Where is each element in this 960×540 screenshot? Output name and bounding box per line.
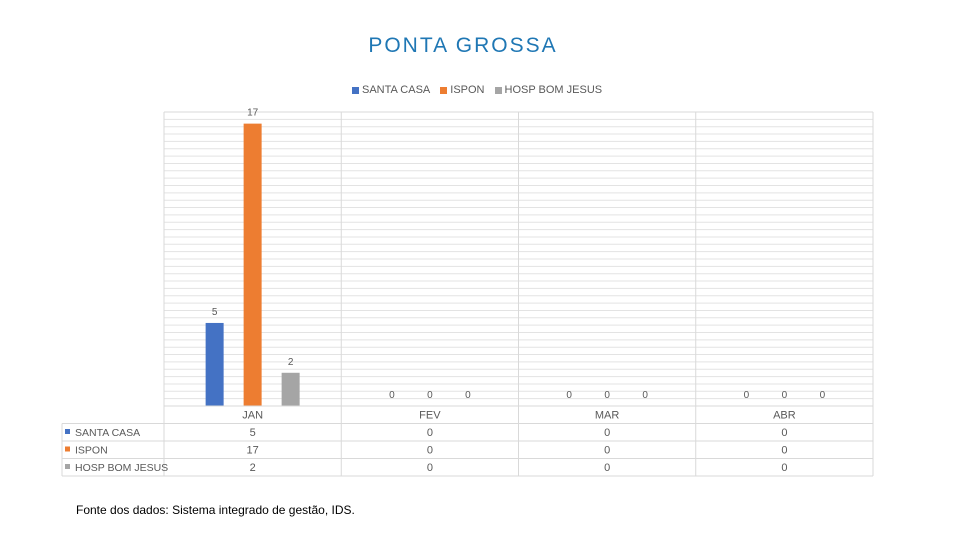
category-label: ABR bbox=[773, 410, 796, 422]
data-label: 17 bbox=[247, 108, 259, 119]
table-value: 0 bbox=[781, 427, 787, 439]
table-series-label: SANTA CASA bbox=[75, 427, 140, 439]
table-value: 17 bbox=[247, 445, 259, 457]
legend-swatch bbox=[494, 86, 502, 94]
legend-label: SANTA CASA bbox=[362, 84, 431, 96]
data-label: 5 bbox=[212, 307, 218, 318]
legend-item-2: HOSP BOM JESUS bbox=[494, 84, 603, 96]
data-label: 0 bbox=[465, 390, 471, 401]
table-value: 0 bbox=[427, 427, 433, 439]
table-value: 0 bbox=[781, 445, 787, 457]
table-series-label: ISPON bbox=[75, 445, 108, 457]
table-value: 0 bbox=[604, 445, 610, 457]
data-label: 0 bbox=[604, 390, 610, 401]
data-label: 2 bbox=[288, 357, 294, 368]
data-label: 0 bbox=[782, 390, 788, 401]
legend-label: HOSP BOM JESUS bbox=[504, 84, 603, 96]
legend-label: ISPON bbox=[450, 84, 485, 96]
source-note: Fonte dos dados: Sistema integrado de ge… bbox=[76, 503, 355, 517]
table-value: 0 bbox=[427, 445, 433, 457]
data-label: 0 bbox=[389, 390, 395, 401]
table-value: 0 bbox=[604, 427, 610, 439]
chart-title: PONTA GROSSA bbox=[368, 34, 558, 57]
data-label: 0 bbox=[744, 390, 750, 401]
table-value: 2 bbox=[250, 462, 256, 474]
table-series-label: HOSP BOM JESUS bbox=[75, 462, 168, 474]
table-value: 0 bbox=[604, 462, 610, 474]
table-legend-key bbox=[65, 464, 70, 469]
data-label: 0 bbox=[566, 390, 572, 401]
table-value: 5 bbox=[250, 427, 256, 439]
table-legend-key bbox=[65, 429, 70, 434]
data-label: 0 bbox=[820, 390, 826, 401]
legend-item-1: ISPON bbox=[440, 84, 485, 96]
category-label: FEV bbox=[419, 410, 441, 422]
table-legend-key bbox=[65, 446, 70, 452]
bar bbox=[205, 322, 224, 406]
data-label: 0 bbox=[427, 390, 433, 401]
category-label: JAN bbox=[242, 410, 263, 422]
legend-swatch bbox=[352, 86, 359, 94]
legend-item-0: SANTA CASA bbox=[352, 84, 430, 96]
bar bbox=[281, 372, 300, 406]
table-value: 0 bbox=[427, 462, 433, 474]
table-value: 0 bbox=[781, 462, 787, 474]
data-label: 0 bbox=[642, 390, 648, 401]
bar bbox=[243, 123, 262, 406]
category-label: MAR bbox=[595, 410, 620, 422]
chart-legend: SANTA CASA ISPON HOSP BOM JESUS bbox=[352, 84, 602, 96]
legend-swatch bbox=[440, 86, 448, 94]
